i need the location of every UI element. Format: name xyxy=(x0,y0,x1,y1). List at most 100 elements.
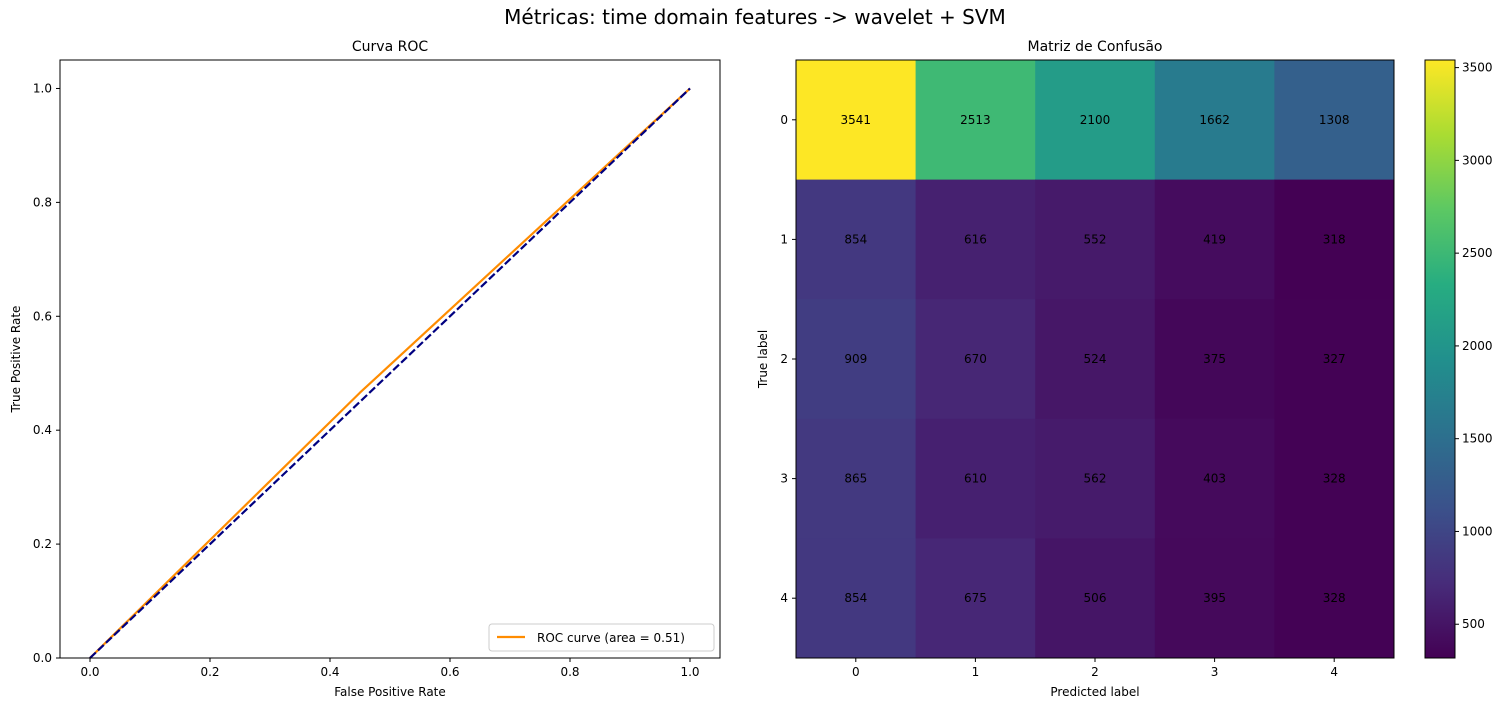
roc-ticks: 0.0 0.2 0.4 0.6 0.8 1.0 0.0 0.2 0.4 0.6 0.8 1.0 xyxy=(33,81,700,679)
colorbar-tick-label: 500 xyxy=(1462,617,1485,631)
cm-cell-value: 909 xyxy=(844,352,867,366)
cm-ytick-label: 3 xyxy=(780,472,788,486)
cm-cell-value: 670 xyxy=(964,352,987,366)
cm-cell-value: 2513 xyxy=(960,113,991,127)
cm-cell-value: 395 xyxy=(1203,591,1226,605)
cm-cell-value: 1308 xyxy=(1319,113,1350,127)
roc-ytick-label: 1.0 xyxy=(33,81,52,95)
cm-cell-value: 403 xyxy=(1203,472,1226,486)
cm-ytick-label: 0 xyxy=(780,113,788,127)
roc-legend: ROC curve (area = 0.51) xyxy=(488,623,715,652)
cm-cell xyxy=(915,60,1036,181)
cm-cell xyxy=(1154,418,1275,539)
cm-xtick-label: 1 xyxy=(972,665,980,679)
colorbar-ticks: 500 1000 1500 2000 2500 3000 3500 xyxy=(1455,61,1493,631)
cm-cell xyxy=(1274,299,1395,420)
cm-cell xyxy=(1035,60,1156,181)
cm-cell-value: 524 xyxy=(1084,352,1107,366)
roc-xtick-label: 0.0 xyxy=(80,665,99,679)
cm-xtick-label: 3 xyxy=(1211,665,1219,679)
cm-cell-value: 3541 xyxy=(841,113,872,127)
roc-xtick-label: 0.6 xyxy=(440,665,459,679)
cm-xtick-label: 0 xyxy=(852,665,860,679)
cm-cell xyxy=(915,299,1036,420)
roc-ytick-label: 0.0 xyxy=(33,651,52,665)
cm-panel: Matriz de Confusão 3541 2513 2100 1662 13088… xyxy=(756,39,1493,699)
colorbar-tick-label: 3500 xyxy=(1462,61,1493,75)
roc-xlabel: False Positive Rate xyxy=(334,685,446,699)
roc-xtick-label: 0.8 xyxy=(560,665,579,679)
cm-cell xyxy=(796,538,917,659)
cm-xlabel: Predicted label xyxy=(1050,685,1139,699)
roc-lines xyxy=(89,87,691,659)
cm-cell-value: 552 xyxy=(1084,232,1107,246)
colorbar-tick-label: 2500 xyxy=(1462,246,1493,260)
cm-cell xyxy=(1274,418,1395,539)
cm-cell-value: 562 xyxy=(1084,472,1107,486)
roc-ytick-label: 0.4 xyxy=(33,423,52,437)
figure-suptitle: Métricas: time domain features -> wavele… xyxy=(504,5,1006,29)
cm-cell xyxy=(1154,60,1275,181)
cm-cell-value: 865 xyxy=(844,472,867,486)
cm-cell xyxy=(1035,299,1156,420)
cm-cell-value: 328 xyxy=(1323,472,1346,486)
cm-cells: 3541 2513 2100 1662 1308 854 616 552 419 318 909 67… xyxy=(796,60,1395,659)
roc-ytick-label: 0.2 xyxy=(33,537,52,551)
colorbar-tick-label: 3000 xyxy=(1462,153,1493,167)
cm-ytick-label: 4 xyxy=(780,591,788,605)
cm-cell xyxy=(915,418,1036,539)
cm-ytick-label: 1 xyxy=(780,232,788,246)
cm-cell xyxy=(796,299,917,420)
cm-cell-value: 616 xyxy=(964,232,987,246)
cm-cell-value: 854 xyxy=(844,591,867,605)
roc-ylabel: True Positive Rate xyxy=(9,306,23,414)
roc-xtick-label: 0.4 xyxy=(320,665,339,679)
cm-cell xyxy=(1274,60,1395,181)
cm-cell xyxy=(1274,538,1395,659)
cm-cell-value: 419 xyxy=(1203,232,1226,246)
roc-axes-frame xyxy=(59,59,721,659)
cm-axes-frame xyxy=(795,59,1395,659)
roc-legend-box xyxy=(488,623,715,652)
cm-cell xyxy=(1154,179,1275,300)
cm-cell-value: 327 xyxy=(1323,352,1346,366)
colorbar-gradient xyxy=(1424,59,1456,659)
cm-xtick-label: 4 xyxy=(1330,665,1338,679)
cm-cell xyxy=(796,418,917,539)
cm-ticks: 0 1 2 3 4 0 1 2 3 4 xyxy=(780,113,1338,679)
colorbar: 500 1000 1500 2000 2500 3000 3500 xyxy=(1424,59,1493,659)
roc-curve-line xyxy=(89,87,691,659)
cm-cell xyxy=(1035,538,1156,659)
chance-diagonal-line xyxy=(89,87,691,659)
colorbar-tick-label: 1000 xyxy=(1462,524,1493,538)
cm-cell xyxy=(1035,179,1156,300)
roc-panel: Curva ROC 0.0 0.2 0.4 0.6 0.8 1.0 0.0 0.2 0.4 0.6… xyxy=(9,39,721,699)
cm-ytick-label: 2 xyxy=(780,352,788,366)
roc-title: Curva ROC xyxy=(352,39,428,55)
roc-ytick-label: 0.8 xyxy=(33,195,52,209)
cm-cell xyxy=(1035,418,1156,539)
cm-cell xyxy=(1154,538,1275,659)
cm-title: Matriz de Confusão xyxy=(1028,39,1163,55)
roc-ytick-label: 0.6 xyxy=(33,309,52,323)
cm-cell-value: 2100 xyxy=(1080,113,1111,127)
cm-cell xyxy=(796,179,917,300)
colorbar-tick-label: 2000 xyxy=(1462,339,1493,353)
cm-cell xyxy=(796,60,917,181)
roc-xtick-label: 1.0 xyxy=(680,665,699,679)
cm-cell xyxy=(915,538,1036,659)
cm-cell-value: 375 xyxy=(1203,352,1226,366)
cm-cell-value: 328 xyxy=(1323,591,1346,605)
cm-cell-value: 506 xyxy=(1084,591,1107,605)
cm-ylabel: True label xyxy=(756,330,770,389)
colorbar-tick-label: 1500 xyxy=(1462,432,1493,446)
cm-cell-value: 1662 xyxy=(1199,113,1230,127)
cm-cell-value: 854 xyxy=(844,232,867,246)
cm-xtick-label: 2 xyxy=(1091,665,1099,679)
cm-cell-value: 610 xyxy=(964,472,987,486)
cm-cell xyxy=(1154,299,1275,420)
roc-legend-label: ROC curve (area = 0.51) xyxy=(537,631,685,645)
roc-xtick-label: 0.2 xyxy=(200,665,219,679)
cm-cell-value: 675 xyxy=(964,591,987,605)
